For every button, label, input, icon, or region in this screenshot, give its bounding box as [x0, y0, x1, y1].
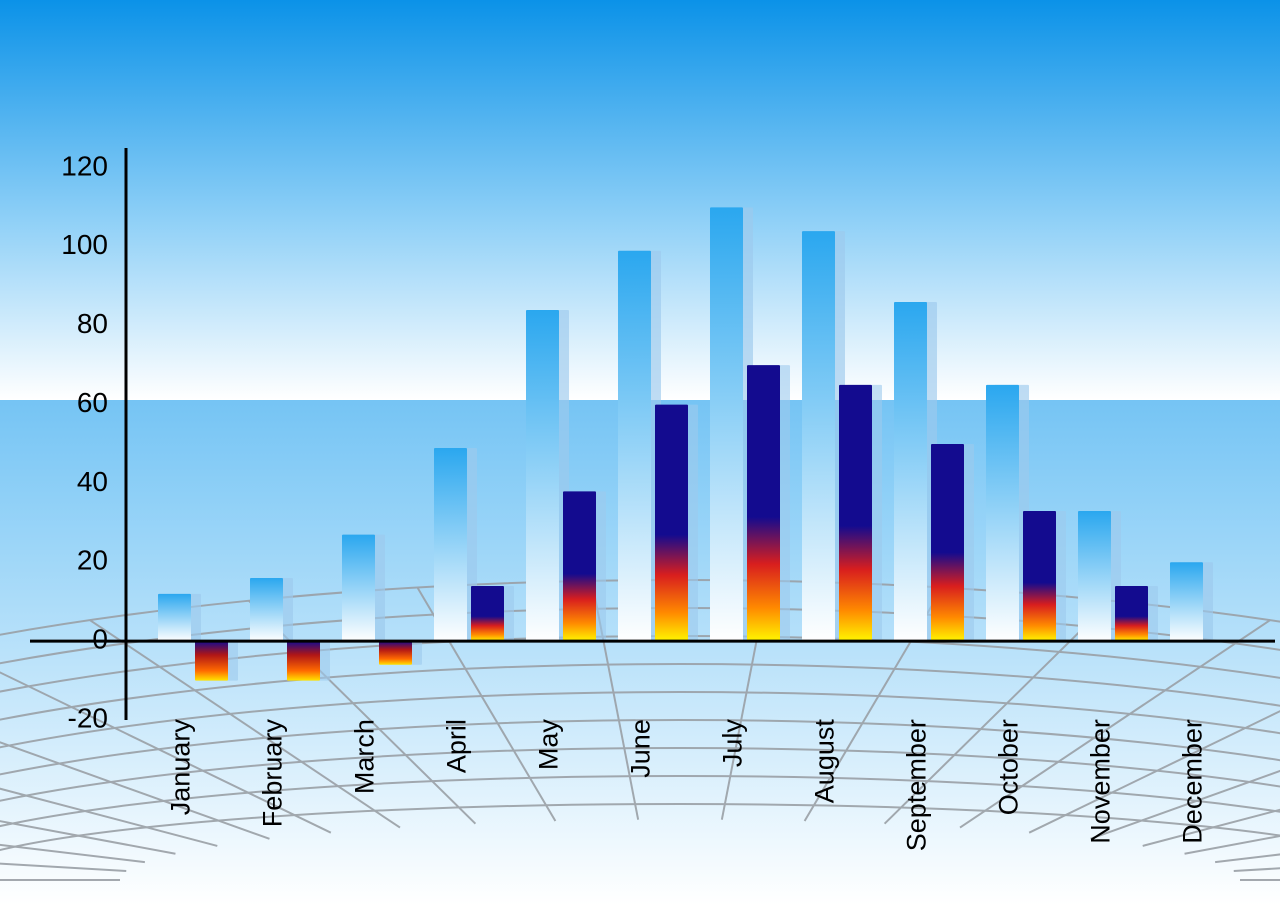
x-tick-label: November [1086, 719, 1116, 844]
bar-secondary [471, 586, 504, 641]
bar-primary [618, 251, 651, 641]
bar-secondary [379, 641, 412, 665]
x-tick-label: September [902, 719, 932, 851]
bar-secondary [287, 641, 320, 680]
bar-secondary [747, 365, 780, 641]
y-tick-label: 40 [77, 466, 108, 497]
bar-primary [158, 594, 191, 641]
x-tick-label: December [1178, 719, 1208, 844]
bar-primary [434, 448, 467, 641]
bar-primary [710, 207, 743, 641]
y-tick-label: 60 [77, 387, 108, 418]
y-tick-label: 100 [61, 229, 108, 260]
x-tick-label: February [258, 719, 288, 828]
x-tick-label: March [350, 719, 380, 794]
y-tick-label: -20 [68, 702, 108, 733]
bar-secondary [839, 385, 872, 641]
bar-primary [342, 535, 375, 641]
bar-secondary [655, 405, 688, 642]
bar-primary [526, 310, 559, 641]
chart-svg: -20 0 20 40 60 80 100 120 January February March Ap… [0, 0, 1280, 905]
bar-secondary [195, 641, 228, 680]
bar-secondary [931, 444, 964, 641]
x-tick-label: June [626, 719, 656, 778]
y-tick-label: 120 [61, 150, 108, 181]
y-tick-label: 80 [77, 308, 108, 339]
x-tick-label: August [810, 719, 840, 804]
x-tick-label: January [166, 719, 196, 816]
bar-secondary [1115, 586, 1148, 641]
bar-secondary [1023, 511, 1056, 641]
x-tick-label: July [718, 719, 748, 768]
bar-secondary [563, 491, 596, 641]
x-tick-label: May [534, 719, 564, 771]
y-tick-label: 0 [92, 624, 108, 655]
bar-primary [1078, 511, 1111, 641]
bar-primary [250, 578, 283, 641]
bar-primary [894, 302, 927, 641]
bar-primary [1170, 562, 1203, 641]
x-tick-label: April [442, 719, 472, 773]
bar-primary [986, 385, 1019, 641]
x-tick-label: October [994, 719, 1024, 815]
bar-primary [802, 231, 835, 641]
y-tick-label: 20 [77, 545, 108, 576]
monthly-bar-chart: { "chart": { "type": "grouped-bar-3d-sty… [0, 0, 1280, 905]
